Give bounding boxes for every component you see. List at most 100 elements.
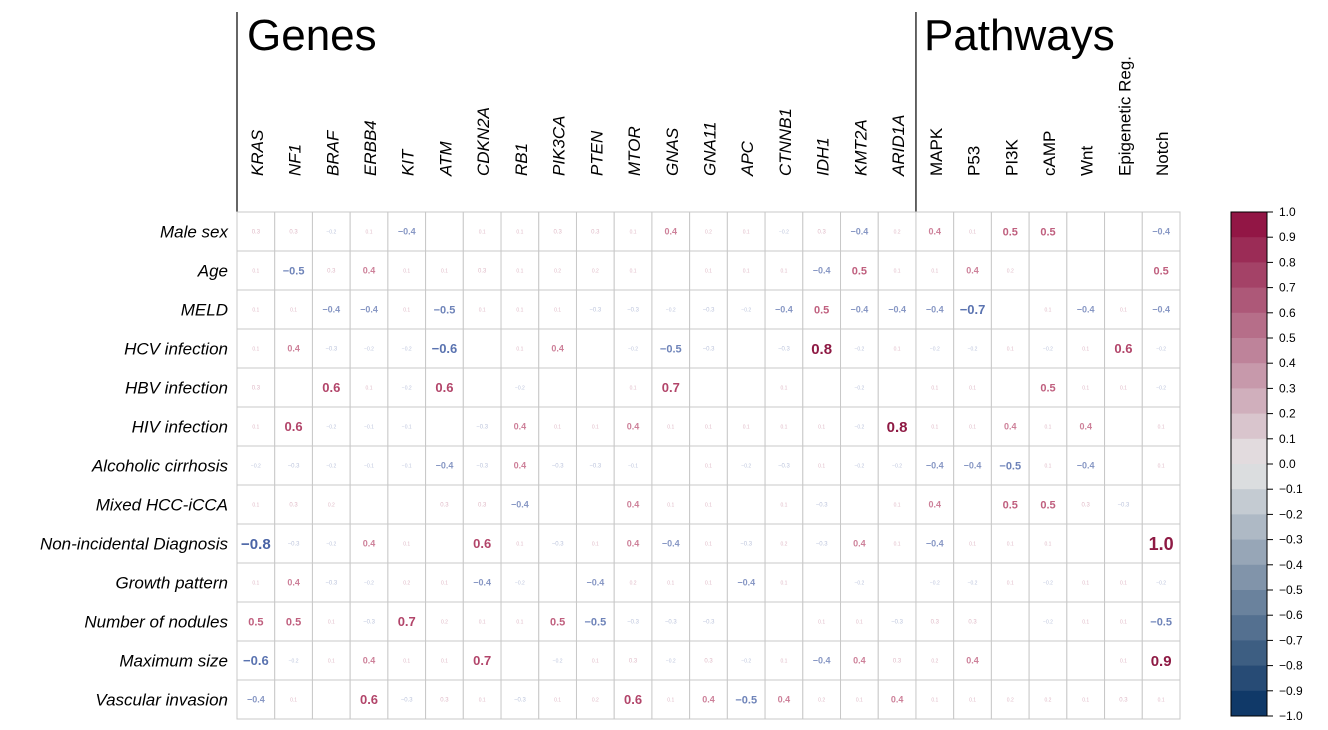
heatmap-cell xyxy=(311,406,351,447)
cell-value-label: −0.2 xyxy=(1043,346,1053,352)
legend-color-step xyxy=(1231,464,1267,490)
cell-value-label: 0.1 xyxy=(516,268,523,274)
cell-value-label: −0.2 xyxy=(854,463,864,469)
cell-value-label: −0.2 xyxy=(326,424,336,430)
legend-tick-label: 0.4 xyxy=(1279,356,1296,370)
heatmap-cell xyxy=(651,406,691,447)
cell-value-label: 0.2 xyxy=(592,697,599,703)
heatmap-cell xyxy=(1104,679,1143,720)
heatmap-cell xyxy=(953,406,992,447)
group-label-genes: Genes xyxy=(247,11,377,60)
legend-color-step xyxy=(1231,665,1267,692)
cell-value-label: 0.1 xyxy=(780,424,787,430)
column-label: RB1 xyxy=(512,143,531,176)
cell-value-label: 0.4 xyxy=(363,539,376,549)
cell-value-label: 0.1 xyxy=(479,697,486,703)
heatmap-cell xyxy=(387,601,427,642)
cell-value-label: −0.3 xyxy=(514,698,527,704)
cell-value-label: 0.1 xyxy=(252,502,259,508)
cell-value-label: 0.4 xyxy=(627,539,640,549)
heatmap-cell xyxy=(877,445,917,486)
heatmap-cell xyxy=(840,523,879,564)
heatmap-cell xyxy=(311,367,351,408)
heatmap-cell xyxy=(1104,601,1143,642)
cell-value-label: 0.1 xyxy=(667,502,674,508)
cell-value-label: 0.1 xyxy=(554,307,561,313)
cell-value-label: 0.1 xyxy=(1082,580,1089,586)
cell-value-label: 0.1 xyxy=(630,385,637,391)
heatmap-cell xyxy=(1066,250,1106,291)
heatmap-cell xyxy=(538,640,577,681)
column-label: Wnt xyxy=(1078,146,1097,177)
legend-color-step xyxy=(1231,514,1267,541)
heatmap-cell xyxy=(236,328,276,369)
row-label: Vascular invasion xyxy=(95,691,228,710)
heatmap-cell xyxy=(651,445,691,486)
heatmap-cell xyxy=(840,640,879,681)
cell-value-label: −0.4 xyxy=(322,305,340,315)
heatmap-cell xyxy=(236,640,276,681)
cell-value-label: −0.3 xyxy=(627,308,640,314)
cell-value-label: 0.3 xyxy=(591,230,600,236)
heatmap-cell xyxy=(613,484,653,525)
cell-value-label: −0.2 xyxy=(968,580,978,586)
heatmap-cell xyxy=(840,484,879,525)
cell-value-label: 0.1 xyxy=(1158,463,1165,469)
legend-color-step xyxy=(1231,413,1267,440)
heatmap-cell xyxy=(802,640,842,681)
column-label: PIK3CA xyxy=(550,116,569,176)
heatmap-cell xyxy=(1141,640,1181,681)
heatmap-cell xyxy=(236,250,276,291)
cell-value-label: 0.1 xyxy=(516,619,523,625)
heatmap-cell xyxy=(462,562,502,603)
legend-color-step xyxy=(1231,489,1267,515)
legend-color-step xyxy=(1231,338,1267,364)
cell-value-label: 0.1 xyxy=(1045,307,1052,313)
cell-value-label: 0.1 xyxy=(894,541,901,547)
cell-value-label: −0.4 xyxy=(247,695,265,705)
heatmap-cell xyxy=(274,211,313,252)
heatmap-cell xyxy=(274,328,313,369)
legend-tick-label: 0.1 xyxy=(1279,432,1296,446)
heatmap-cell xyxy=(915,250,955,291)
heatmap-cell xyxy=(1141,562,1181,603)
column-label: cAMP xyxy=(1040,131,1059,176)
heatmap-cell xyxy=(1066,640,1106,681)
heatmap-cell xyxy=(1028,328,1068,369)
cell-value-label: −0.2 xyxy=(930,346,940,352)
heatmap-cell xyxy=(425,640,464,681)
heatmap-cell xyxy=(1066,289,1106,330)
cell-value-label: 0.1 xyxy=(780,268,787,274)
heatmap-cell xyxy=(1028,250,1068,291)
heatmap-cell xyxy=(538,523,577,564)
cell-value-label: 0.5 xyxy=(1003,226,1018,238)
heatmap-cell xyxy=(840,679,879,720)
cell-value-label: 0.1 xyxy=(705,502,712,508)
cell-value-label: −0.2 xyxy=(968,346,978,352)
column-label: Epigenetic Reg. xyxy=(1115,56,1134,176)
cell-value-label: 0.2 xyxy=(818,697,825,703)
cell-value-label: 0.1 xyxy=(667,424,674,430)
heatmap-cell xyxy=(1141,289,1181,330)
cell-value-label: 0.4 xyxy=(551,344,564,354)
cell-value-label: 0.2 xyxy=(931,658,938,664)
cell-value-label: 0.4 xyxy=(966,266,979,276)
cell-value-label: 0.9 xyxy=(1151,653,1172,670)
legend-tick-label: −1.0 xyxy=(1279,709,1303,723)
heatmap-cell xyxy=(726,406,766,447)
cell-value-label: 0.1 xyxy=(780,658,787,664)
column-label: ATM xyxy=(436,141,455,177)
column-label: KIT xyxy=(399,148,418,176)
heatmap-cell xyxy=(990,211,1030,252)
cell-value-label: 0.1 xyxy=(328,619,335,625)
heatmap-cell xyxy=(651,211,691,252)
heatmap-cell xyxy=(1141,445,1181,486)
cell-value-label: −0.2 xyxy=(779,229,789,235)
cell-value-label: −0.3 xyxy=(589,464,602,470)
cell-value-label: −0.4 xyxy=(775,305,793,315)
cell-value-label: 0.3 xyxy=(327,269,336,275)
cell-value-label: −0.2 xyxy=(892,463,902,469)
cell-value-label: 0.2 xyxy=(328,502,335,508)
cell-value-label: −0.5 xyxy=(434,304,456,316)
heatmap-cell xyxy=(802,367,842,408)
